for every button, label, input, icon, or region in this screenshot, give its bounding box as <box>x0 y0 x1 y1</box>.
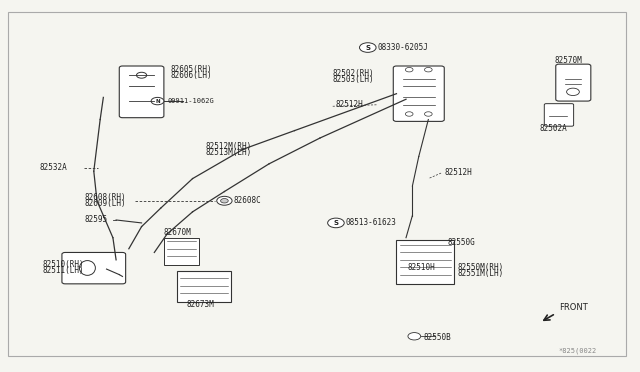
Circle shape <box>566 88 579 96</box>
Text: S: S <box>333 220 339 226</box>
Text: 82511(LH): 82511(LH) <box>43 266 84 275</box>
Text: 82502A: 82502A <box>540 124 568 133</box>
Circle shape <box>405 112 413 116</box>
Text: *825(0022: *825(0022 <box>559 347 597 353</box>
Text: 82513M(LH): 82513M(LH) <box>205 148 252 157</box>
FancyBboxPatch shape <box>556 64 591 101</box>
Text: S: S <box>365 45 371 51</box>
Text: 82512H: 82512H <box>336 100 364 109</box>
Text: 82550B: 82550B <box>423 333 451 342</box>
Circle shape <box>408 333 420 340</box>
Text: 82605(RH): 82605(RH) <box>170 65 212 74</box>
Circle shape <box>405 67 413 72</box>
Text: 82673M: 82673M <box>186 300 214 310</box>
Text: 82670M: 82670M <box>164 228 191 237</box>
Text: 82550M(RH): 82550M(RH) <box>457 263 503 272</box>
Circle shape <box>221 199 228 203</box>
Circle shape <box>328 218 344 228</box>
Text: 82550G: 82550G <box>447 238 475 247</box>
Circle shape <box>151 97 164 105</box>
Text: 82503(LH): 82503(LH) <box>333 75 374 84</box>
Circle shape <box>360 43 376 52</box>
Text: 82551M(LH): 82551M(LH) <box>457 269 503 278</box>
Text: 08513-61623: 08513-61623 <box>346 218 396 227</box>
Text: FRONT: FRONT <box>559 302 588 311</box>
Text: 82510H: 82510H <box>408 263 436 272</box>
Text: 82570M: 82570M <box>554 56 582 65</box>
Text: 08330-6205J: 08330-6205J <box>378 43 428 52</box>
Circle shape <box>136 72 147 78</box>
Ellipse shape <box>79 260 95 275</box>
Text: 82512M(RH): 82512M(RH) <box>205 142 252 151</box>
Text: N: N <box>155 99 160 103</box>
Circle shape <box>424 112 432 116</box>
Text: 82502(RH): 82502(RH) <box>333 69 374 78</box>
Text: 82595: 82595 <box>84 215 108 224</box>
Text: 82608(RH): 82608(RH) <box>84 193 126 202</box>
Text: 09911-1062G: 09911-1062G <box>167 98 214 104</box>
Bar <box>396 240 454 284</box>
Text: 82606(LH): 82606(LH) <box>170 71 212 80</box>
Text: 82609(LH): 82609(LH) <box>84 199 126 208</box>
FancyBboxPatch shape <box>394 66 444 121</box>
FancyBboxPatch shape <box>544 104 573 126</box>
Bar <box>177 271 231 302</box>
Text: 82512H: 82512H <box>444 168 472 177</box>
Circle shape <box>424 67 432 72</box>
Text: 82608C: 82608C <box>234 196 262 205</box>
FancyBboxPatch shape <box>62 253 125 284</box>
Bar <box>164 238 199 265</box>
Text: 82532A: 82532A <box>40 163 67 172</box>
Circle shape <box>217 196 232 205</box>
Text: 82510(RH): 82510(RH) <box>43 260 84 269</box>
FancyBboxPatch shape <box>119 66 164 118</box>
